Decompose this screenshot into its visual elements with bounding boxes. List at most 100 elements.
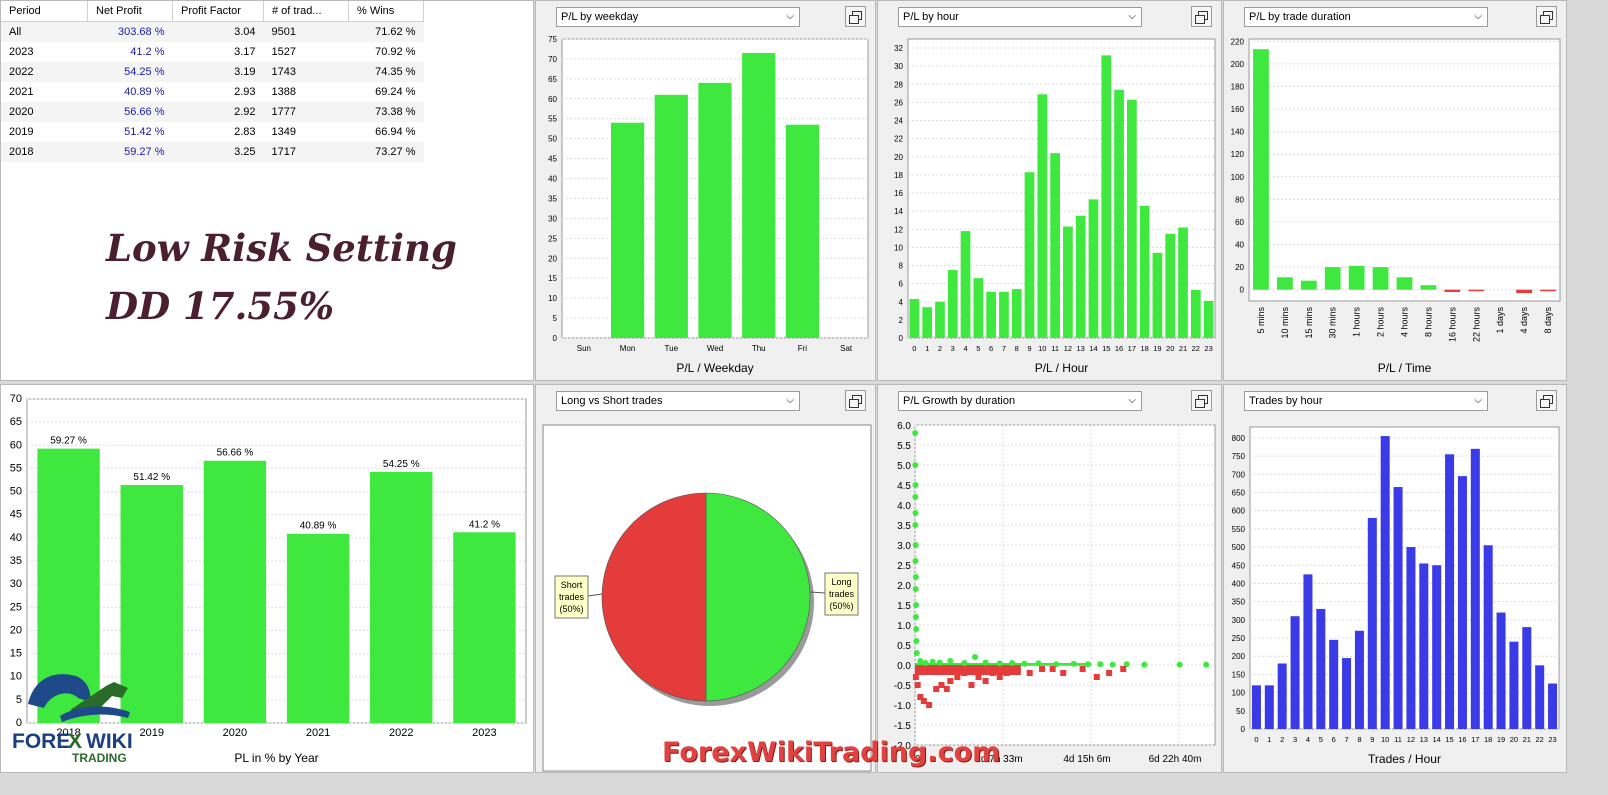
weekday-chart-dropdown[interactable]: P/L by weekday ⌵: [556, 7, 800, 27]
x-tick-label: 15: [1445, 735, 1453, 744]
bar: [1253, 49, 1269, 290]
x-tick-label: 2018: [56, 727, 80, 739]
y-tick-label: 40: [1235, 241, 1244, 250]
negative-point: [982, 678, 989, 684]
y-tick-label: 5.5: [897, 441, 911, 452]
y-tick-label: 6: [899, 280, 904, 289]
x-tick-label: 21: [1523, 735, 1531, 744]
positive-point: [1141, 661, 1148, 668]
table-cell: 3.17: [234, 46, 256, 58]
table-cell: 2.93: [234, 86, 256, 98]
table-row[interactable]: 2018 59.27 % 3.25 1717 73.27 %: [1, 142, 424, 162]
positive-point: [912, 522, 919, 528]
hour-chart-dropdown[interactable]: P/L by hour ⌵: [898, 7, 1142, 27]
table-cell: 70.92 %: [375, 46, 416, 58]
x-tick-label: 4 days: [1519, 307, 1529, 334]
popout-icon[interactable]: [1191, 6, 1212, 27]
positive-point: [947, 658, 954, 664]
y-tick-label: 12: [894, 225, 903, 234]
x-tick-label: 23: [1548, 735, 1556, 744]
duration-chart-dropdown[interactable]: P/L by trade duration ⌵: [1244, 7, 1488, 27]
bar: [960, 231, 971, 338]
weekday-chart: 0 5 10 15 20 25 30 35 40 45 50 55 60 65 70 75 Sun Mon Tue W…: [548, 35, 869, 375]
stats-table: Period Net Profit Profit Factor # of trad..…: [1, 1, 424, 162]
bar: [1419, 563, 1429, 729]
table-row[interactable]: 2021 40.89 % 2.93 1388 69.24 %: [1, 82, 424, 102]
dropdown-label: P/L by weekday: [561, 11, 639, 23]
table-row[interactable]: 2023 41.2 % 3.17 1527 70.92 %: [1, 42, 424, 62]
bar: [1380, 436, 1390, 729]
negative-point: [920, 698, 927, 704]
bar: [909, 299, 920, 338]
x-tick-label: 7: [1002, 344, 1006, 353]
drawdown-label: DD 17.55%: [106, 284, 335, 328]
bar: [1496, 612, 1506, 729]
popout-icon[interactable]: [1191, 390, 1212, 411]
table-row[interactable]: 2020 56.66 % 2.92 1777 73.38 %: [1, 102, 424, 122]
y-tick-label: 150: [1232, 670, 1246, 679]
column-header[interactable]: Net Profit: [87, 1, 173, 22]
year-chart: 0 5 10 15 20 25 30 35 40 45 50 55 60 65 70 2018 59.27 % 2…: [10, 393, 527, 765]
y-tick-label: 55: [10, 462, 22, 474]
x-tick-label: 21: [1179, 344, 1187, 353]
bar: [1420, 285, 1437, 290]
popout-icon[interactable]: [845, 390, 866, 411]
y-tick-label: 25: [10, 601, 22, 613]
trades-hour-chart-dropdown[interactable]: Trades by hour ⌵: [1244, 391, 1488, 411]
x-tick-label: 2020: [223, 727, 247, 739]
slice-label-box: [824, 572, 859, 616]
popout-icon[interactable]: [1536, 6, 1557, 27]
svg-text:X: X: [68, 730, 82, 753]
data-label: 40.89 %: [300, 521, 337, 532]
bar: [1468, 289, 1485, 292]
y-tick-label: 400: [1232, 579, 1246, 588]
bar: [1470, 448, 1480, 729]
bar: [453, 532, 516, 723]
negative-point: [947, 678, 954, 684]
y-tick-label: 5: [553, 314, 558, 323]
positive-point: [917, 658, 924, 664]
x-tick-label: 17: [1471, 735, 1479, 744]
column-header[interactable]: # of trad...: [263, 1, 349, 22]
bar: [1290, 616, 1300, 729]
y-tick-label: 35: [548, 194, 557, 203]
bar: [1406, 547, 1416, 729]
x-tick-label: 18: [1140, 344, 1148, 353]
table-cell: 9501: [263, 21, 349, 42]
data-label: 56.66 %: [217, 448, 254, 459]
bar: [1024, 172, 1035, 338]
growth-chart-dropdown[interactable]: P/L Growth by duration ⌵: [898, 391, 1142, 411]
x-tick-label: 2 hours: [1376, 307, 1386, 338]
x-tick-label: 16: [1458, 735, 1466, 744]
x-tick-label: Sat: [840, 344, 853, 353]
table-row[interactable]: 2022 54.25 % 3.19 1743 74.35 %: [1, 62, 424, 82]
x-tick-label: 2019: [140, 727, 164, 739]
table-row[interactable]: All 303.68 % 3.04 9501 71.62 %: [1, 21, 424, 42]
table-row[interactable]: 2019 51.42 % 2.83 1349 66.94 %: [1, 122, 424, 142]
longshort-chart-dropdown[interactable]: Long vs Short trades ⌵: [556, 391, 800, 411]
trades-hour-panel: Trades by hour ⌵ 0 50 100 150 200 250 300 350 400…: [1223, 384, 1567, 773]
x-tick-label: 8: [1015, 344, 1019, 353]
column-header[interactable]: Profit Factor: [172, 1, 264, 22]
bar: [1432, 565, 1442, 729]
popout-icon[interactable]: [1536, 390, 1557, 411]
x-axis-label: P/L / Time: [1378, 361, 1432, 375]
popout-icon[interactable]: [845, 6, 866, 27]
x-tick-label: 19: [1497, 735, 1505, 744]
x-axis-label: P/L / Hour: [1035, 361, 1089, 375]
y-tick-label: 4: [899, 298, 904, 307]
slice-label: Long: [831, 577, 851, 587]
x-tick-label: 5 mins: [1256, 307, 1266, 334]
positive-point: [1053, 661, 1060, 668]
longshort-chart: Long trades (50%) Short trades (50%): [542, 424, 872, 772]
bar: [1548, 683, 1558, 729]
negative-point: [975, 674, 982, 680]
column-header[interactable]: Period: [1, 1, 88, 22]
x-tick-label: 2: [1280, 735, 1284, 744]
bar: [1444, 289, 1461, 292]
y-tick-label: 5: [16, 694, 22, 706]
bar: [1251, 685, 1261, 729]
column-header[interactable]: % Wins: [348, 1, 424, 22]
x-tick-label: 13: [1077, 344, 1085, 353]
